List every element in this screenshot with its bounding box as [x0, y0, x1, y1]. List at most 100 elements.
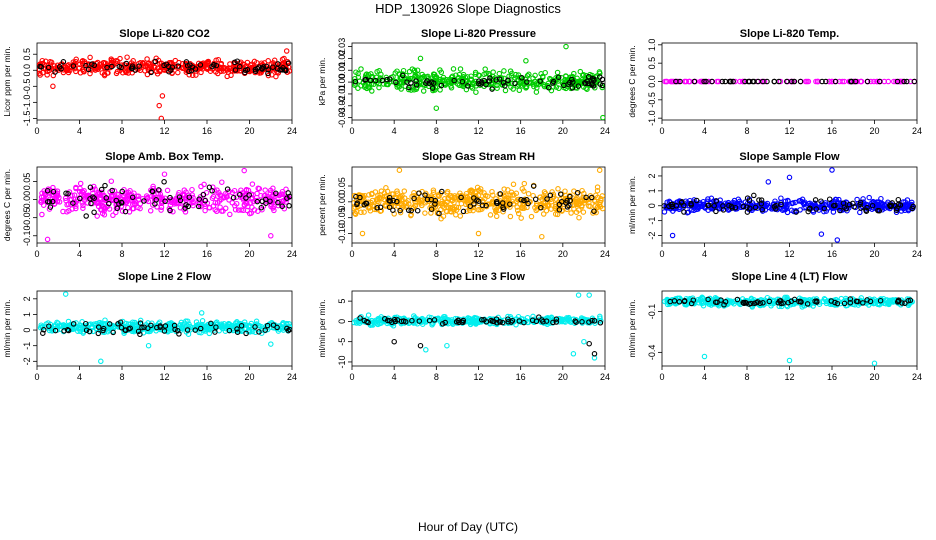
data-point [96, 64, 102, 70]
data-point [521, 80, 527, 87]
data-point [847, 296, 854, 302]
data-point [91, 209, 97, 216]
data-point [505, 77, 511, 84]
data-point [264, 322, 271, 329]
data-point [564, 204, 571, 210]
x-tick-label: 20 [869, 126, 879, 136]
series-selected [44, 179, 292, 219]
x-tick-label: 4 [392, 372, 397, 382]
y-tick-label: 0.03 [337, 38, 347, 56]
data-point [135, 61, 142, 67]
data-point [279, 203, 285, 210]
data-point [136, 63, 142, 69]
data-point [353, 69, 359, 75]
data-point [80, 205, 86, 211]
data-point [103, 195, 110, 201]
y-tick-label: 0.0 [22, 64, 32, 77]
data-point [210, 193, 217, 200]
data-point [427, 204, 433, 211]
y-tick-label: 0.05 [22, 173, 32, 191]
y-tick-label: 0.00 [22, 191, 32, 209]
x-tick-label: 24 [912, 249, 922, 259]
data-point [464, 208, 470, 215]
data-point [192, 327, 199, 333]
data-point [490, 192, 496, 198]
y-tick-label: 0 [337, 319, 347, 324]
data-point [240, 207, 247, 214]
data-point [488, 200, 495, 207]
data-point [474, 184, 481, 191]
x-tick-label: 20 [244, 249, 254, 259]
data-point [125, 192, 131, 199]
data-point [77, 328, 84, 335]
data-point [574, 189, 581, 196]
data-point [784, 294, 790, 301]
y-tick-label: 0.01 [337, 61, 347, 79]
data-point [81, 68, 87, 75]
data-point [422, 192, 428, 198]
data-point [428, 196, 435, 203]
data-point [85, 200, 91, 206]
data-point [471, 195, 477, 201]
data-point [493, 77, 499, 83]
data-point [556, 207, 563, 213]
data-point [719, 78, 726, 85]
data-point [377, 204, 384, 211]
data-point [864, 78, 871, 85]
x-tick-label: 8 [434, 372, 439, 382]
y-tick-label: -1.5 [22, 111, 32, 127]
data-point [286, 203, 292, 209]
data-point [147, 208, 154, 214]
data-point [532, 72, 538, 79]
data-point [359, 230, 366, 237]
data-point [279, 67, 285, 73]
data-point [237, 191, 243, 198]
data-point [132, 67, 138, 73]
data-point [267, 187, 274, 194]
data-point [268, 203, 274, 210]
data-point [152, 64, 158, 71]
data-point [558, 75, 565, 81]
data-point [145, 325, 151, 331]
data-point [262, 327, 268, 333]
data-point [259, 65, 265, 71]
data-point [839, 78, 846, 85]
data-point [594, 204, 601, 211]
x-tick-label: 0 [34, 126, 39, 136]
data-point [376, 84, 382, 91]
data-point [501, 186, 507, 192]
data-point [508, 319, 514, 325]
data-point [850, 200, 856, 207]
data-point [591, 208, 597, 214]
y-tick-label: 1 [647, 188, 657, 193]
data-point [358, 209, 364, 216]
data-point [500, 204, 506, 211]
data-point [569, 73, 576, 80]
data-point [405, 207, 412, 214]
chart-panel: Slope Li-820 CO2 0 4 8 12 16 20 24 -1.5-1.0-0.5 0… [2, 28, 297, 136]
data-point [515, 210, 522, 217]
chart-panel: Slope Gas Stream RH 0 4 8 12 16 20 24 -0.10-0.05… [317, 151, 610, 259]
data-point [832, 78, 839, 85]
data-point [391, 316, 398, 323]
data-point [460, 319, 466, 326]
data-point [681, 298, 688, 304]
data-point [494, 85, 500, 91]
data-point [37, 72, 43, 78]
data-point [524, 314, 531, 321]
data-point [361, 317, 368, 324]
data-point [384, 76, 390, 83]
data-point [71, 64, 78, 70]
data-point [496, 70, 503, 77]
data-point [508, 73, 515, 79]
data-point [252, 68, 259, 75]
data-point [669, 203, 676, 210]
data-point [810, 209, 817, 215]
data-point [129, 194, 136, 201]
data-point [61, 328, 67, 334]
data-point [580, 72, 586, 79]
y-tick-label: 0.00 [337, 193, 347, 211]
